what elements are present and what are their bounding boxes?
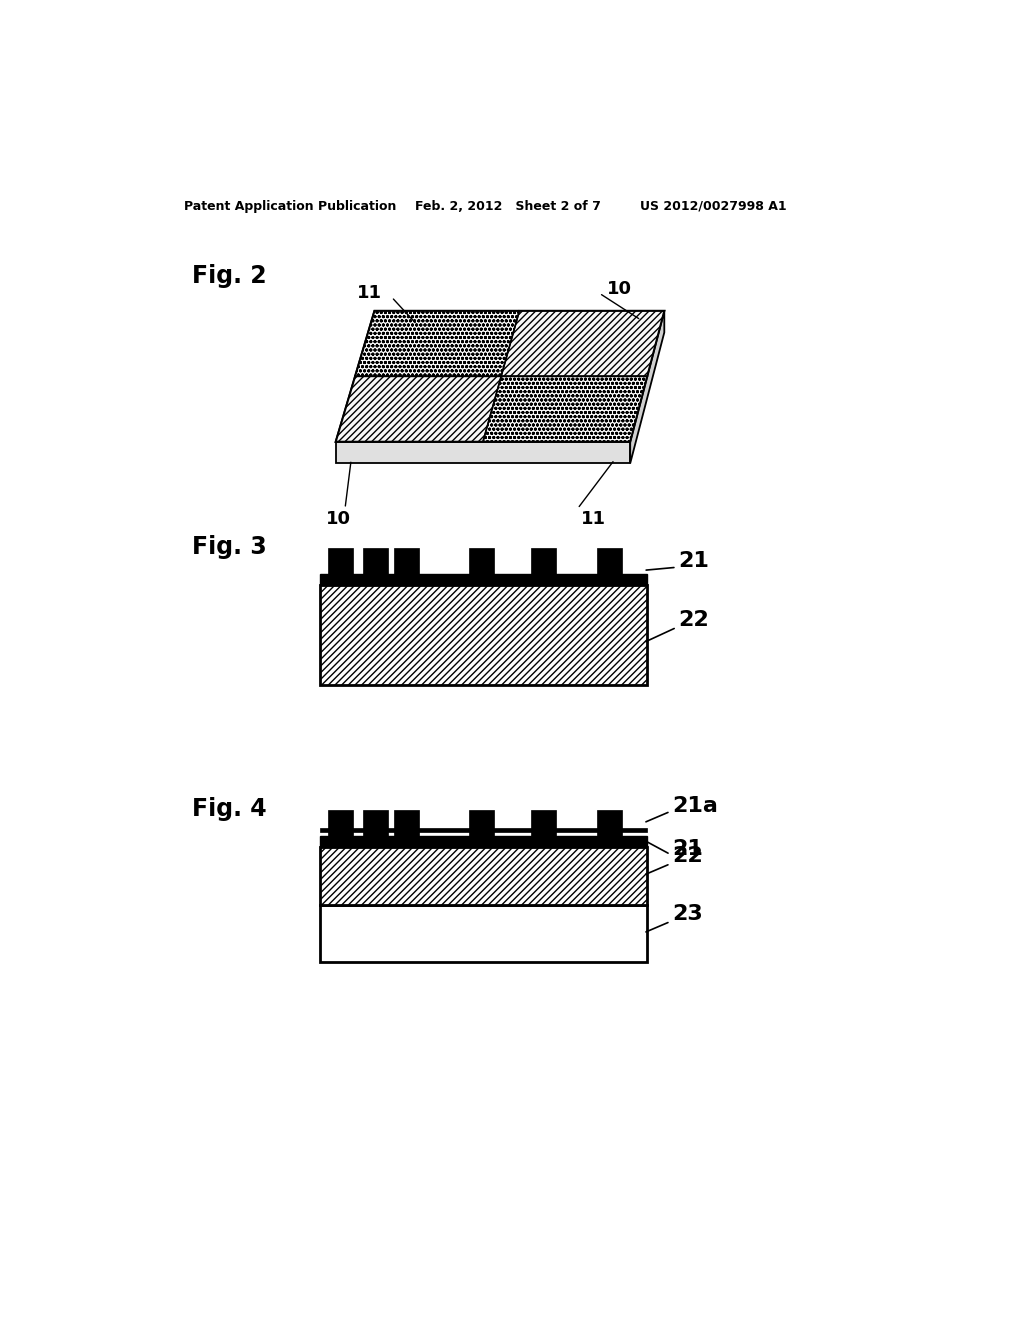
Polygon shape	[355, 312, 519, 376]
Bar	[469, 548, 494, 574]
Bar	[328, 548, 352, 574]
Text: 21: 21	[672, 840, 702, 859]
Text: Fig. 4: Fig. 4	[191, 797, 266, 821]
Text: 11: 11	[582, 510, 606, 528]
Text: 23: 23	[672, 904, 702, 924]
Text: 10: 10	[607, 280, 632, 298]
Text: 10: 10	[326, 510, 350, 528]
Bar	[362, 810, 388, 836]
Bar	[531, 810, 556, 836]
Text: 21: 21	[678, 552, 710, 572]
Text: 22: 22	[678, 610, 709, 630]
Bar	[597, 548, 622, 574]
Text: Feb. 2, 2012   Sheet 2 of 7: Feb. 2, 2012 Sheet 2 of 7	[415, 199, 601, 213]
Bar	[321, 836, 647, 847]
Polygon shape	[630, 312, 665, 463]
Text: Fig. 3: Fig. 3	[191, 535, 266, 560]
Text: US 2012/0027998 A1: US 2012/0027998 A1	[640, 199, 786, 213]
Polygon shape	[501, 312, 665, 376]
Text: Patent Application Publication: Patent Application Publication	[183, 199, 396, 213]
Bar	[394, 548, 419, 574]
Text: 22: 22	[672, 846, 702, 866]
Polygon shape	[336, 312, 665, 442]
Bar	[321, 574, 647, 585]
Text: 11: 11	[356, 284, 382, 302]
Polygon shape	[483, 376, 647, 442]
Text: 21a: 21a	[672, 796, 718, 816]
Bar	[531, 548, 556, 574]
Bar	[321, 829, 647, 832]
Bar	[362, 548, 388, 574]
Polygon shape	[336, 442, 630, 463]
Bar	[597, 810, 622, 836]
Bar	[328, 810, 352, 836]
Polygon shape	[336, 376, 501, 442]
Bar	[321, 585, 647, 685]
Bar	[321, 904, 647, 962]
Text: Fig. 2: Fig. 2	[191, 264, 266, 288]
Bar	[469, 810, 494, 836]
Bar	[321, 847, 647, 904]
Bar	[394, 810, 419, 836]
